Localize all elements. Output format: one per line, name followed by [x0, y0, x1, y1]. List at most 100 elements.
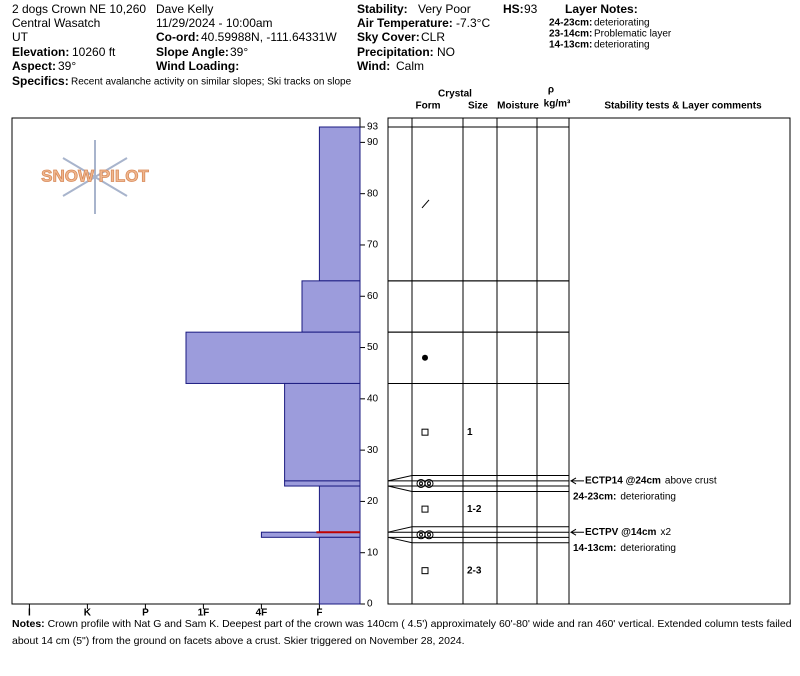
y-tick-label: 30	[367, 445, 379, 456]
col-header: ρ	[548, 85, 554, 96]
size-label: 1	[467, 427, 473, 438]
value: 93	[524, 2, 538, 16]
form-symbol	[427, 481, 431, 486]
col-header: kg/m³	[544, 99, 571, 110]
note-text: deteriorating	[594, 18, 650, 29]
snowflake	[62, 157, 128, 197]
value: 10260 ft	[72, 45, 116, 59]
state: UT	[12, 30, 29, 44]
x-tick-label: K	[84, 608, 92, 619]
label: Slope Angle:	[156, 45, 229, 59]
form-symbol	[421, 505, 429, 513]
hardness-bar	[318, 536, 361, 605]
value: 39°	[230, 45, 248, 59]
size-label: 2-3	[467, 565, 482, 576]
column-headers: Crystal Form Size Moisture ρ kg/m³ Stabi…	[416, 85, 763, 112]
label: Wind:	[357, 59, 390, 73]
range: Central Wasatch	[12, 16, 100, 30]
value: Calm	[396, 59, 424, 73]
layer-boundary	[387, 485, 569, 492]
layer-boundary	[387, 474, 569, 482]
form-symbol	[422, 354, 428, 361]
notes-text: Crown profile with Nat G and Sam K. Deep…	[12, 618, 792, 647]
label: Co-ord:	[156, 30, 199, 44]
value: 39°	[58, 59, 76, 73]
comment-text: deteriorating	[620, 492, 676, 503]
form-symbol	[421, 199, 430, 209]
note-range: 24-23cm:	[549, 18, 592, 29]
form-symbol	[421, 567, 429, 575]
layer-notes-title: Layer Notes:	[565, 2, 638, 16]
hardness-bar	[318, 485, 361, 533]
note-text: Problematic layer	[594, 29, 672, 40]
col-header: Crystal	[438, 89, 472, 100]
label: Air Temperature:	[357, 16, 453, 30]
x-tick-label: I	[28, 608, 31, 619]
form-symbol	[424, 478, 434, 488]
logo: SNOW PILOT	[41, 140, 150, 214]
test-note: above crust	[665, 476, 717, 487]
y-tick-label: 93	[367, 122, 379, 133]
form-symbol	[424, 530, 434, 540]
observer: Dave Kelly	[156, 2, 213, 16]
size-label: 1-2	[467, 504, 482, 515]
y-tick-label: 0	[367, 599, 373, 610]
hardness-bar	[284, 382, 361, 482]
value: Recent avalanche activity on similar slo…	[71, 77, 352, 88]
hardness-bar	[301, 280, 361, 333]
notes-label: Notes:	[12, 618, 45, 630]
form-symbol	[421, 428, 429, 436]
comment-range: 24-23cm:	[573, 492, 616, 503]
form-symbol	[419, 532, 423, 537]
note-range: 14-13cm:	[549, 40, 592, 51]
col-header: Moisture	[497, 101, 539, 112]
header: 2 dogs Crown NE 10,260 Central Wasatch U…	[12, 2, 672, 88]
value: Very Poor	[418, 2, 471, 16]
y-tick-label: 40	[367, 393, 379, 404]
x-tick-label: F	[316, 608, 322, 619]
layer-boundary	[387, 526, 569, 533]
comment-text: deteriorating	[620, 543, 676, 554]
layer-boundary	[387, 536, 569, 544]
value: CLR	[421, 30, 445, 44]
label: Sky Cover:	[357, 30, 420, 44]
test-arrow	[570, 528, 584, 536]
x-tick-label: 4F	[256, 608, 268, 619]
x-tick-label: 1F	[198, 608, 210, 619]
logo-text: SNOW PILOT	[41, 166, 149, 185]
test-label: ECTPV @14cm	[585, 527, 657, 538]
label: Precipitation:	[357, 45, 434, 59]
notes: Notes: Crown profile with Nat G and Sam …	[12, 616, 792, 650]
y-tick-label: 50	[367, 342, 379, 353]
test-note: x2	[660, 527, 671, 538]
label: Specifics:	[12, 74, 69, 88]
value: -7.3°C	[456, 16, 490, 30]
hardness-bar	[318, 126, 361, 282]
location: 2 dogs Crown NE 10,260	[12, 2, 146, 16]
hardness-bar	[185, 331, 361, 384]
y-tick-label: 90	[367, 137, 379, 148]
col-header: Form	[416, 101, 441, 112]
note-range: 23-14cm:	[549, 29, 592, 40]
col-header: Size	[468, 101, 488, 112]
y-tick-label: 10	[367, 547, 379, 558]
y-tick-label: 20	[367, 496, 379, 507]
hardness-bar	[260, 531, 361, 538]
form-symbol	[419, 481, 423, 486]
label: Elevation:	[12, 45, 69, 59]
datetime: 11/29/2024 - 10:00am	[156, 16, 273, 30]
table-frame	[387, 117, 791, 605]
form-symbol	[427, 532, 431, 537]
value: NO	[437, 45, 455, 59]
col-header: Stability tests & Layer comments	[604, 101, 762, 112]
y-tick-label: 60	[367, 291, 379, 302]
comment-range: 14-13cm:	[573, 543, 616, 554]
label: Stability:	[357, 2, 408, 16]
test-label: ECTP14 @24cm	[585, 476, 661, 487]
note-text: deteriorating	[594, 40, 650, 51]
value: 40.59988N, -111.64331W	[201, 30, 337, 44]
test-arrow	[570, 477, 584, 485]
label: Aspect:	[12, 59, 56, 73]
